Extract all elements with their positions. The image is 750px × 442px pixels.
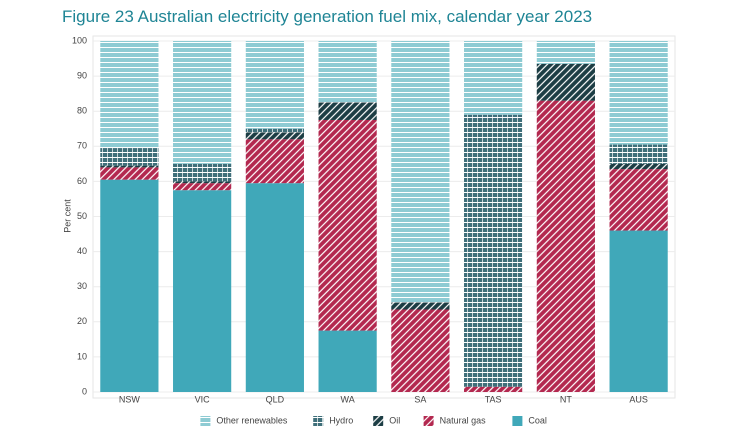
- y-tick-label: 20: [77, 316, 87, 326]
- legend-swatch: [512, 416, 523, 426]
- bar-segment: [245, 183, 304, 392]
- bar-segment: [609, 144, 668, 164]
- bar-segment: [609, 163, 668, 170]
- bar-segment: [464, 41, 523, 115]
- bar-segment: [318, 41, 377, 103]
- bar-segment: [318, 119, 377, 331]
- legend-label: Natural gas: [440, 415, 487, 425]
- y-tick-label: 50: [77, 211, 87, 221]
- bar-segment: [464, 114, 523, 387]
- bar-segment: [100, 179, 159, 392]
- bar-segment: [536, 100, 595, 393]
- bar-segment: [609, 41, 668, 145]
- bar-segment: [173, 41, 232, 164]
- bar-segment: [536, 41, 595, 64]
- bar-segment: [173, 181, 232, 184]
- legend-swatch: [200, 416, 211, 426]
- bar-segment: [245, 128, 304, 133]
- bar-segment: [245, 132, 304, 140]
- y-tick-label: 60: [77, 176, 87, 186]
- bar-segment: [391, 309, 450, 392]
- x-tick-label: AUS: [629, 394, 648, 404]
- bar-segment: [245, 139, 304, 184]
- x-tick-label: NT: [560, 394, 572, 404]
- bar-segment: [391, 302, 450, 310]
- legend-label: Coal: [528, 415, 547, 425]
- bar-segment: [318, 102, 377, 120]
- y-tick-label: 70: [77, 141, 87, 151]
- bar-segment: [609, 230, 668, 392]
- bar-segment: [100, 41, 159, 149]
- legend-label: Other renewables: [216, 415, 288, 425]
- y-tick-label: 40: [77, 246, 87, 256]
- bar-segment: [464, 386, 523, 392]
- x-tick-label: SA: [414, 394, 426, 404]
- y-tick-label: 100: [72, 35, 87, 45]
- bar-segment: [245, 41, 304, 129]
- y-tick-label: 30: [77, 281, 87, 291]
- bar-segment: [609, 169, 668, 231]
- bar-segment: [100, 167, 159, 180]
- x-tick-label: NSW: [119, 394, 141, 404]
- y-tick-label: 0: [82, 386, 87, 396]
- bar-segment: [536, 63, 595, 101]
- x-tick-label: WA: [341, 394, 355, 404]
- legend-swatch: [373, 416, 384, 426]
- legend-swatch: [423, 416, 434, 426]
- y-tick-label: 80: [77, 106, 87, 116]
- bar-segment: [173, 190, 232, 392]
- bar-segment: [100, 148, 159, 166]
- legend-swatch: [313, 416, 324, 426]
- chart-title: Figure 23 Australian electricity generat…: [62, 7, 592, 26]
- legend-label: Oil: [389, 415, 400, 425]
- y-tick-label: 90: [77, 70, 87, 80]
- y-tick-label: 10: [77, 351, 87, 361]
- bar-segment: [173, 163, 232, 182]
- bar-segment: [318, 330, 377, 392]
- x-tick-label: VIC: [195, 394, 211, 404]
- legend-label: Hydro: [329, 415, 353, 425]
- bar-segment: [173, 183, 232, 191]
- x-tick-label: TAS: [485, 394, 502, 404]
- bar-segment: [100, 165, 159, 168]
- y-axis-label: Per cent: [62, 199, 72, 233]
- x-tick-label: QLD: [266, 394, 285, 404]
- bar-segment: [391, 41, 450, 303]
